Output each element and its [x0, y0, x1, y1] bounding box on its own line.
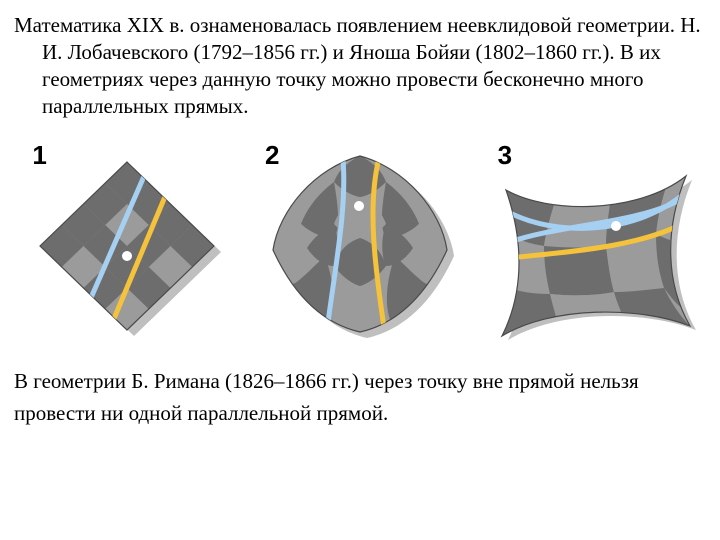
panel-label-1: 1: [32, 140, 46, 171]
outro-paragraph: В геометрии Б. Римана (1826–1866 гг.) че…: [14, 365, 706, 430]
outro-text: В геометрии Б. Римана (1826–1866 гг.) че…: [14, 369, 639, 426]
panel-spherical: 2: [255, 138, 465, 343]
intro-text: Математика XIX в. ознаменовалась появлен…: [14, 12, 706, 120]
hyperbolic-diagram: [488, 138, 698, 343]
spherical-diagram: [255, 138, 465, 343]
intro-paragraph: Математика XIX в. ознаменовалась появлен…: [14, 12, 706, 120]
panel-hyperbolic: 3: [488, 138, 698, 343]
euclidean-diagram: [22, 138, 232, 343]
geometry-figure: 1: [14, 138, 706, 343]
panel-label-2: 2: [265, 140, 279, 171]
panel-label-3: 3: [498, 140, 512, 171]
panel-euclidean: 1: [22, 138, 232, 343]
